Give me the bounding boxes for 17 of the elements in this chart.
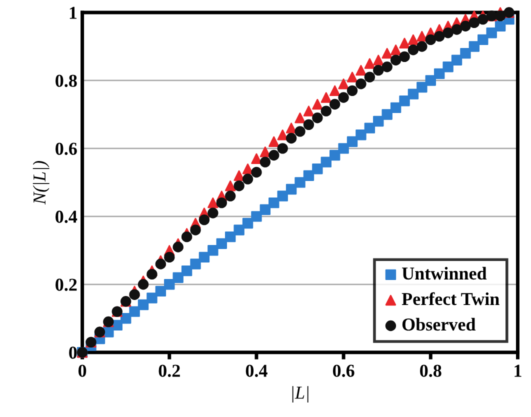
x-tick-label: 0 bbox=[78, 364, 86, 377]
legend-label: Untwinned bbox=[402, 266, 487, 280]
x-axis-title: |L| bbox=[292, 386, 308, 403]
x-tick-label: 0.4 bbox=[246, 364, 268, 377]
x-tick-label: 1 bbox=[514, 364, 522, 377]
y-tick-label: 0.8 bbox=[56, 74, 77, 87]
y-tick-label: 0.4 bbox=[56, 210, 78, 223]
legend-label: Perfect Twin bbox=[402, 292, 500, 306]
y-tick-label: 0 bbox=[69, 346, 77, 359]
y-tick-label: 1 bbox=[70, 6, 77, 19]
y-tick-label: 0.2 bbox=[56, 278, 77, 291]
x-tick-label: 0.2 bbox=[158, 364, 180, 377]
y-tick-label: 0.6 bbox=[56, 142, 77, 155]
x-tick-label: 0.8 bbox=[420, 364, 442, 377]
legend-label: Observed bbox=[402, 318, 476, 331]
x-tick-label: 0.6 bbox=[332, 364, 354, 377]
y-axis-title: N(|L|) bbox=[32, 160, 50, 205]
